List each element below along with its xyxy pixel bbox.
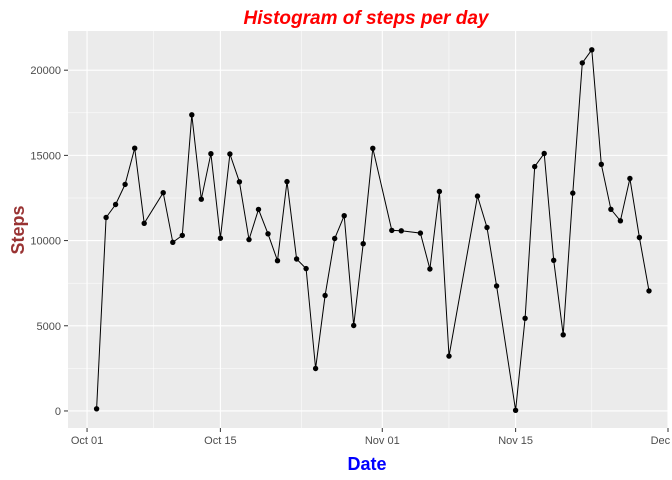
x-axis-label: Date bbox=[347, 454, 386, 474]
data-point bbox=[627, 175, 633, 182]
data-point bbox=[351, 322, 357, 329]
y-tick-label: 20000 bbox=[30, 65, 61, 77]
data-point bbox=[436, 188, 443, 195]
data-point bbox=[636, 234, 643, 241]
data-point bbox=[189, 112, 195, 118]
data-point bbox=[646, 288, 652, 294]
data-point bbox=[474, 193, 481, 199]
data-point bbox=[274, 258, 281, 264]
data-point bbox=[427, 266, 433, 272]
y-tick-label: 5000 bbox=[37, 321, 61, 333]
data-point bbox=[322, 292, 328, 299]
data-points bbox=[93, 47, 652, 413]
x-tick-label: Oct 01 bbox=[71, 435, 103, 447]
y-axis-label: Steps bbox=[8, 205, 28, 254]
data-point bbox=[493, 283, 500, 289]
data-point bbox=[522, 315, 528, 321]
data-point bbox=[208, 151, 214, 157]
data-point bbox=[608, 206, 614, 212]
data-point bbox=[255, 206, 262, 213]
data-point bbox=[589, 47, 595, 53]
data-point bbox=[265, 231, 271, 237]
data-point bbox=[570, 190, 576, 196]
data-point bbox=[246, 236, 252, 243]
data-point bbox=[341, 213, 347, 219]
y-tick-label: 15000 bbox=[30, 150, 61, 162]
x-tick-label: Dec 01 bbox=[651, 435, 672, 447]
y-tick-label: 10000 bbox=[30, 236, 61, 248]
data-point bbox=[370, 145, 376, 151]
x-tick-label: Nov 01 bbox=[365, 435, 400, 447]
data-point bbox=[532, 163, 538, 170]
chart-title: Histogram of steps per day bbox=[244, 8, 490, 29]
data-point bbox=[560, 332, 566, 338]
data-point bbox=[332, 235, 338, 242]
data-point bbox=[170, 239, 176, 245]
data-point bbox=[217, 235, 224, 241]
data-point bbox=[512, 407, 519, 413]
data-point bbox=[93, 406, 100, 412]
data-point bbox=[293, 256, 300, 262]
data-point bbox=[303, 265, 309, 272]
data-point bbox=[122, 181, 128, 188]
data-point bbox=[551, 257, 557, 263]
data-point bbox=[360, 241, 366, 247]
minor-gridlines bbox=[68, 31, 668, 428]
data-point bbox=[198, 196, 204, 202]
data-point bbox=[312, 365, 319, 372]
axis-ticks bbox=[64, 69, 669, 432]
data-point bbox=[227, 151, 233, 157]
data-point bbox=[398, 228, 404, 234]
data-point bbox=[579, 60, 585, 66]
major-gridlines bbox=[68, 31, 669, 428]
data-point bbox=[141, 220, 147, 226]
data-point bbox=[446, 353, 452, 359]
y-tick-labels: 0 5000 10000 15000 20000 bbox=[30, 65, 61, 418]
data-point bbox=[103, 214, 109, 221]
data-point bbox=[541, 150, 547, 157]
data-point bbox=[160, 190, 166, 196]
data-point bbox=[132, 145, 138, 151]
x-tick-labels: Oct 01 Oct 15 Nov 01 Nov 15 Dec 01 bbox=[71, 435, 672, 447]
data-point bbox=[617, 218, 624, 224]
y-tick-label: 0 bbox=[55, 406, 61, 418]
x-tick-label: Oct 15 bbox=[204, 435, 236, 447]
data-point bbox=[484, 224, 490, 231]
data-point bbox=[598, 161, 604, 167]
data-point bbox=[389, 227, 395, 234]
data-point bbox=[236, 179, 243, 185]
data-point bbox=[417, 230, 424, 236]
data-point bbox=[179, 232, 185, 239]
data-point bbox=[112, 201, 119, 208]
plot-panel bbox=[68, 31, 668, 428]
x-tick-label: Nov 15 bbox=[498, 435, 533, 447]
data-point bbox=[284, 178, 290, 185]
